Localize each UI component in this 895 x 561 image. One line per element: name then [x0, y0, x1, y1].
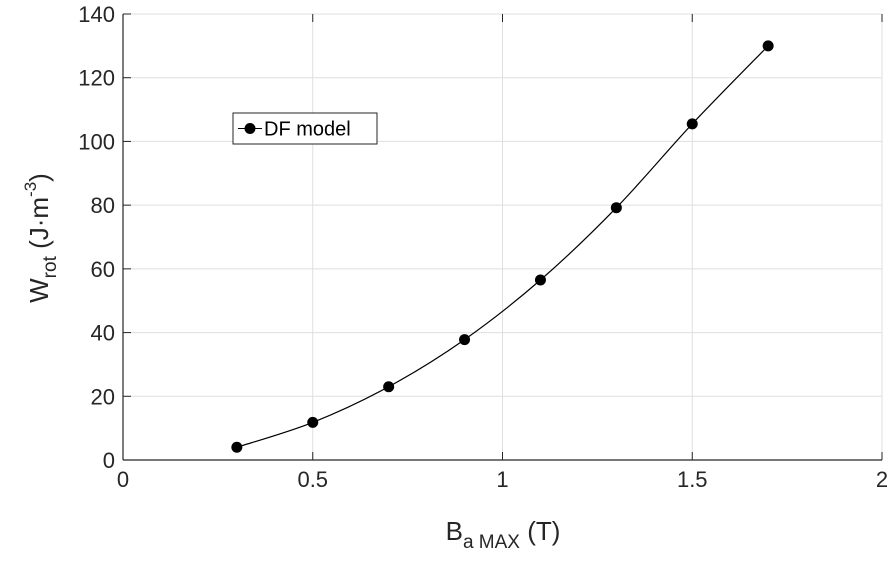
data-point-2: [383, 381, 395, 393]
legend-label: DF model: [264, 119, 351, 141]
data-point-6: [686, 118, 698, 130]
data-point-3: [459, 334, 471, 346]
y-tick-label-5: 100: [78, 129, 115, 154]
y-tick-label-4: 80: [91, 193, 115, 218]
y-tick-labels: 0 20 40 60 80 100 120 140: [78, 2, 115, 473]
y-axis-title: Wrot (J·m-3): [21, 173, 61, 303]
data-point-4: [534, 274, 546, 286]
data-point-7: [762, 40, 774, 52]
data-point-5: [610, 202, 622, 214]
y-tick-label-2: 40: [91, 321, 115, 346]
x-tick-label-4: 2: [876, 467, 888, 492]
y-tick-label-6: 120: [78, 66, 115, 91]
data-point-0: [231, 441, 243, 453]
legend: DF model: [232, 112, 378, 145]
data-point-1: [307, 416, 319, 428]
x-tick-label-1: 0.5: [297, 467, 328, 492]
x-tick-label-3: 1.5: [677, 467, 708, 492]
legend-marker: [244, 123, 256, 134]
y-tick-label-1: 20: [91, 384, 115, 409]
x-axis-title: Ba MAX (T): [446, 516, 561, 553]
x-tick-label-0: 0: [117, 467, 129, 492]
axes: [122, 13, 883, 461]
y-tick-label-3: 60: [91, 257, 115, 282]
grid: [122, 13, 883, 461]
y-tick-label-7: 140: [78, 2, 115, 27]
y-tick-label-0: 0: [103, 448, 115, 473]
series-df-model: [231, 40, 774, 453]
x-tick-labels: 0 0.5 1 1.5 2: [117, 467, 888, 492]
x-tick-label-2: 1: [496, 467, 508, 492]
